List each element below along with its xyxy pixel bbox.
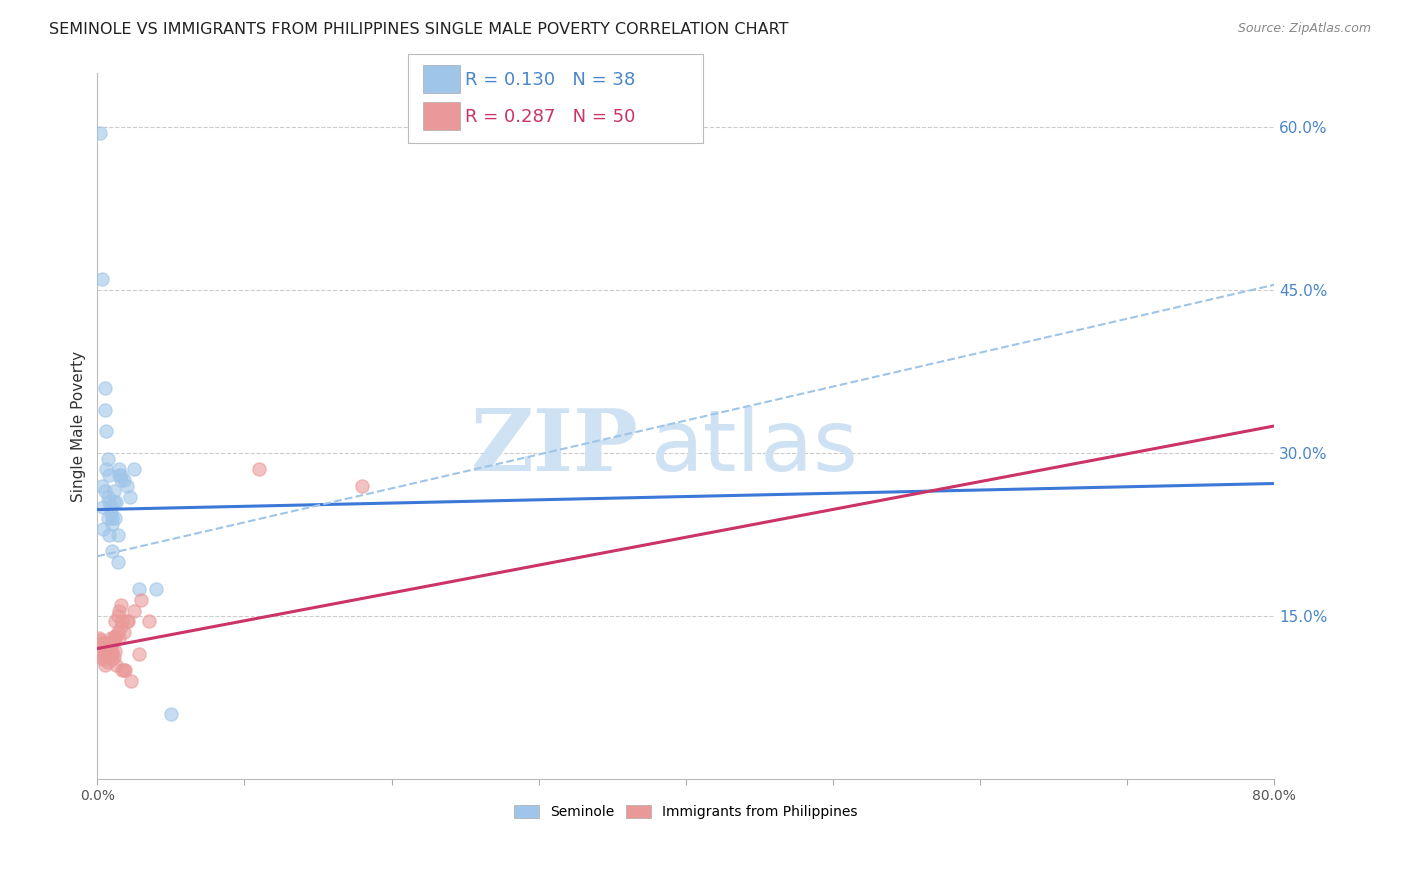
Point	[100, 647, 122, 661]
Point	[90, 650, 112, 665]
Point	[128, 582, 150, 596]
Point	[112, 625, 135, 640]
Point	[101, 652, 124, 666]
Point	[352, 478, 374, 492]
Point	[128, 647, 150, 661]
Point	[101, 544, 124, 558]
Point	[89, 647, 111, 661]
Point	[96, 644, 118, 658]
Point	[91, 522, 114, 536]
Point	[97, 511, 120, 525]
Point	[93, 381, 115, 395]
Text: SEMINOLE VS IMMIGRANTS FROM PHILIPPINES SINGLE MALE POVERTY CORRELATION CHART: SEMINOLE VS IMMIGRANTS FROM PHILIPPINES …	[49, 22, 789, 37]
Point	[90, 478, 112, 492]
Point	[101, 511, 124, 525]
Point	[98, 527, 121, 541]
Point	[98, 636, 121, 650]
Point	[112, 473, 135, 487]
Point	[100, 631, 122, 645]
Point	[93, 644, 115, 658]
Point	[89, 126, 111, 140]
Point	[112, 663, 135, 677]
Point	[138, 615, 160, 629]
Legend: Seminole, Immigrants from Philippines: Seminole, Immigrants from Philippines	[509, 800, 863, 825]
Point	[101, 516, 124, 531]
Point	[93, 484, 115, 499]
Point	[97, 451, 120, 466]
Point	[145, 582, 167, 596]
Point	[90, 272, 112, 286]
Point	[100, 500, 122, 515]
Point	[131, 592, 153, 607]
Point	[97, 650, 120, 665]
Text: Source: ZipAtlas.com: Source: ZipAtlas.com	[1237, 22, 1371, 36]
Point	[103, 650, 125, 665]
Point	[87, 631, 110, 645]
Point	[120, 674, 142, 689]
Point	[91, 500, 114, 515]
Point	[96, 647, 118, 661]
Point	[93, 657, 115, 672]
Y-axis label: Single Male Poverty: Single Male Poverty	[72, 351, 86, 501]
Point	[111, 615, 134, 629]
Point	[96, 425, 118, 439]
Point	[104, 629, 127, 643]
Point	[110, 473, 132, 487]
Point	[108, 467, 131, 482]
Point	[107, 527, 129, 541]
Text: R = 0.287   N = 50: R = 0.287 N = 50	[465, 108, 636, 126]
Point	[247, 462, 270, 476]
Point	[108, 603, 131, 617]
Point	[101, 644, 124, 658]
Point	[90, 636, 112, 650]
Point	[104, 511, 127, 525]
Point	[105, 657, 128, 672]
Point	[108, 462, 131, 476]
Point	[160, 706, 183, 721]
Point	[122, 603, 145, 617]
Point	[97, 655, 120, 669]
Point	[105, 629, 128, 643]
Point	[110, 467, 132, 482]
Text: ZIP: ZIP	[471, 405, 638, 489]
Point	[104, 615, 127, 629]
Point	[107, 609, 129, 624]
Point	[98, 495, 121, 509]
Point	[117, 615, 139, 629]
Point	[91, 652, 114, 666]
Point	[98, 647, 121, 661]
Point	[100, 640, 122, 654]
Point	[103, 631, 125, 645]
Point	[122, 462, 145, 476]
Point	[96, 462, 118, 476]
Point	[103, 484, 125, 499]
Point	[104, 644, 127, 658]
Point	[111, 663, 134, 677]
Point	[103, 495, 125, 509]
Point	[97, 641, 120, 656]
Point	[115, 615, 138, 629]
Text: atlas: atlas	[651, 406, 859, 489]
Point	[98, 467, 121, 482]
Text: R = 0.130   N = 38: R = 0.130 N = 38	[465, 70, 636, 88]
Point	[105, 495, 128, 509]
Point	[110, 598, 132, 612]
Point	[89, 632, 111, 647]
Point	[114, 663, 136, 677]
Point	[96, 636, 118, 650]
Point	[93, 402, 115, 417]
Point	[115, 478, 138, 492]
Point	[97, 490, 120, 504]
Point	[107, 625, 129, 640]
Point	[101, 636, 124, 650]
Point	[108, 631, 131, 645]
Point	[91, 636, 114, 650]
Point	[107, 555, 129, 569]
Point	[110, 620, 132, 634]
Point	[100, 506, 122, 520]
Point	[118, 490, 141, 504]
